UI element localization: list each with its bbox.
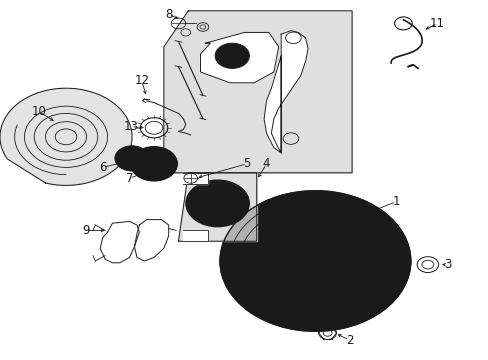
Text: 1: 1 (391, 195, 399, 208)
Polygon shape (183, 173, 207, 184)
Circle shape (292, 273, 305, 282)
Circle shape (296, 247, 333, 275)
Polygon shape (183, 230, 207, 241)
Circle shape (335, 250, 347, 259)
Text: 11: 11 (429, 17, 444, 30)
Text: 4: 4 (262, 157, 270, 170)
Text: 3: 3 (443, 258, 450, 271)
Circle shape (185, 180, 249, 227)
Text: 13: 13 (123, 120, 138, 133)
Polygon shape (264, 31, 307, 153)
Text: 7: 7 (125, 172, 133, 185)
Circle shape (220, 191, 410, 331)
Polygon shape (200, 32, 278, 83)
Text: 9: 9 (81, 224, 89, 237)
Polygon shape (163, 11, 351, 173)
Polygon shape (0, 88, 132, 185)
Polygon shape (178, 173, 256, 241)
Text: 6: 6 (99, 161, 106, 174)
Circle shape (215, 43, 249, 68)
Polygon shape (100, 221, 139, 263)
Text: 10: 10 (32, 105, 46, 118)
Circle shape (308, 236, 321, 245)
Circle shape (130, 147, 177, 181)
Text: 8: 8 (164, 8, 172, 21)
Circle shape (325, 273, 338, 282)
Circle shape (115, 146, 149, 171)
Polygon shape (134, 220, 168, 261)
Text: 5: 5 (243, 157, 250, 170)
Text: 2: 2 (345, 334, 353, 347)
Text: 12: 12 (134, 75, 149, 87)
Circle shape (282, 250, 295, 259)
